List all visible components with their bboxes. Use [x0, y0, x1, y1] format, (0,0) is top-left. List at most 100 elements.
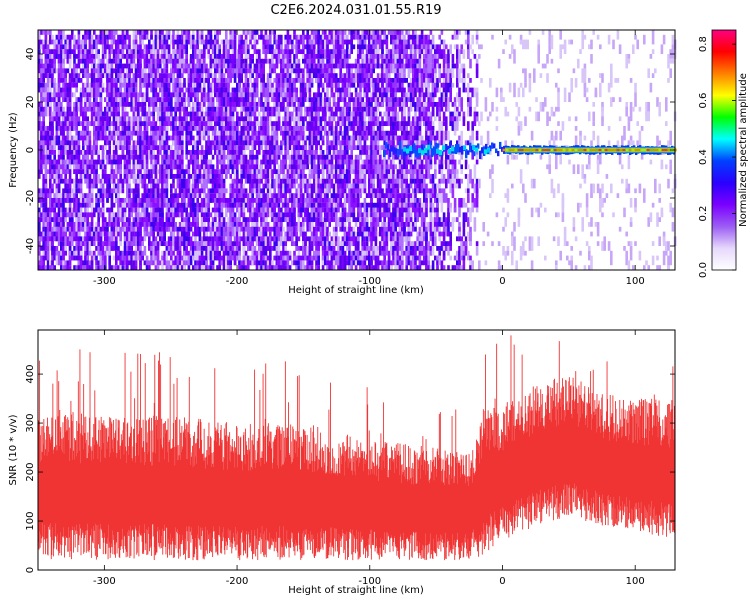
spectrogram-cell — [242, 63, 246, 74]
spectrogram-cell — [60, 193, 63, 198]
spectrogram-cell — [95, 260, 98, 266]
spectrogram-cell — [178, 145, 182, 150]
spectrogram-cell — [264, 44, 268, 50]
spectrogram-cell — [260, 68, 263, 74]
spectrogram-cell — [84, 260, 87, 266]
spectrogram-cell — [233, 34, 237, 40]
spectrogram-cell — [337, 207, 340, 213]
spectrogram-cell — [335, 250, 338, 256]
spectrogram-cell — [86, 130, 89, 136]
spectrogram-cell — [302, 92, 305, 98]
spectrogram-cell — [181, 63, 184, 69]
spectrogram-cell — [51, 250, 54, 256]
spectrogram-cell — [249, 121, 252, 126]
spectrogram-cell — [73, 106, 76, 112]
spectrogram-cell — [207, 159, 210, 165]
spectrogram-cell — [225, 260, 228, 270]
spectrogram-cell — [60, 169, 63, 174]
spectrogram-cell — [86, 222, 89, 227]
spectrogram-cell — [137, 63, 140, 74]
spectrogram-cell — [286, 135, 290, 146]
spectrogram-cell — [277, 54, 281, 64]
spectrogram-cell — [163, 164, 166, 170]
spectrogram-cell — [57, 183, 61, 194]
spectrogram-cell — [130, 212, 133, 218]
spectrogram-cell — [255, 102, 259, 107]
spectrogram-cell — [214, 217, 217, 222]
spectrogram-cell — [42, 30, 45, 35]
spectrogram-cell — [229, 68, 232, 83]
spectrogram-cell — [335, 193, 338, 208]
spectrogram-cell — [194, 140, 197, 150]
spectrogram-cell — [145, 174, 149, 179]
spectrogram-cell — [134, 265, 138, 270]
spectrogram-cell — [167, 34, 171, 40]
spectrogram-cell — [258, 135, 261, 141]
spectrogram-cell — [165, 82, 169, 93]
spectrogram-cell — [225, 188, 228, 194]
spectrogram-cell — [181, 169, 184, 174]
spectrogram-cell — [126, 231, 129, 246]
spectrogram-cell — [161, 255, 164, 261]
spectrogram-cell — [225, 241, 228, 246]
spectrogram-cell — [220, 226, 224, 237]
spectrogram-cell — [97, 92, 100, 98]
spectrogram-cell — [304, 154, 307, 160]
spectrogram-cell — [75, 82, 78, 88]
spectrogram-cell — [253, 260, 257, 266]
spectrogram-cell — [181, 140, 184, 146]
spectrogram-cell — [266, 188, 270, 194]
spectrogram-cell — [112, 30, 116, 35]
spectrogram-cell — [126, 183, 129, 198]
spectrogram-cell — [302, 97, 305, 107]
spectrogram-cell — [148, 39, 151, 50]
spectrogram-cell — [187, 241, 191, 246]
spectrogram-cell — [332, 145, 336, 150]
spectrogram-cell — [86, 73, 89, 83]
spectrogram-cell — [341, 34, 345, 45]
spectrogram-cell — [51, 54, 54, 59]
spectrogram-cell — [200, 188, 204, 194]
spectrogram-cell — [82, 140, 85, 146]
spectrogram-cell — [108, 246, 111, 251]
spectrogram-cell — [216, 49, 219, 54]
spectrogram-cell — [211, 58, 215, 64]
spectrogram-cell — [77, 102, 81, 107]
spectrogram-cell — [198, 178, 202, 184]
spectrogram-cell — [139, 106, 142, 112]
spectrogram-cell — [44, 183, 48, 189]
spectrogram-cell — [337, 174, 340, 179]
spectrogram-cell — [302, 217, 305, 222]
spectrogram-cell — [306, 236, 309, 242]
spectrogram-cell — [306, 207, 309, 222]
spectrogram-cell — [251, 130, 254, 141]
spectrogram-cell — [53, 212, 56, 222]
spectrogram-cell — [321, 63, 325, 74]
spectrogram-cell — [264, 126, 268, 141]
spectrogram-cell — [44, 265, 48, 270]
spectrogram-cell — [200, 236, 204, 246]
spectrogram-cell — [291, 231, 294, 242]
spectrogram-cell — [104, 255, 107, 266]
spectrogram-cell — [55, 159, 59, 165]
spectrogram-cell — [295, 226, 298, 232]
spectrogram-cell — [339, 111, 342, 117]
spectrogram-cell — [291, 111, 294, 122]
spectrogram-cell — [66, 87, 70, 93]
spectrogram-cell — [233, 97, 237, 102]
spectrogram-cell — [297, 188, 301, 203]
spectrogram-cell — [189, 154, 193, 165]
spectrogram-cell — [49, 106, 52, 117]
spectrogram-cell — [176, 226, 180, 232]
spectrogram-cell — [315, 130, 318, 136]
spectrogram-cell — [71, 111, 74, 117]
spectrogram-cell — [220, 198, 224, 203]
spectrogram-cell — [205, 265, 208, 270]
spectrogram-cell — [196, 30, 199, 40]
spectrogram-cell — [110, 44, 114, 50]
spectrogram-cell — [326, 193, 329, 198]
spectrogram-cell — [75, 217, 78, 232]
spectrogram-cell — [262, 68, 265, 74]
spectrogram-cell — [49, 116, 52, 122]
spectrogram-cell — [123, 111, 127, 122]
